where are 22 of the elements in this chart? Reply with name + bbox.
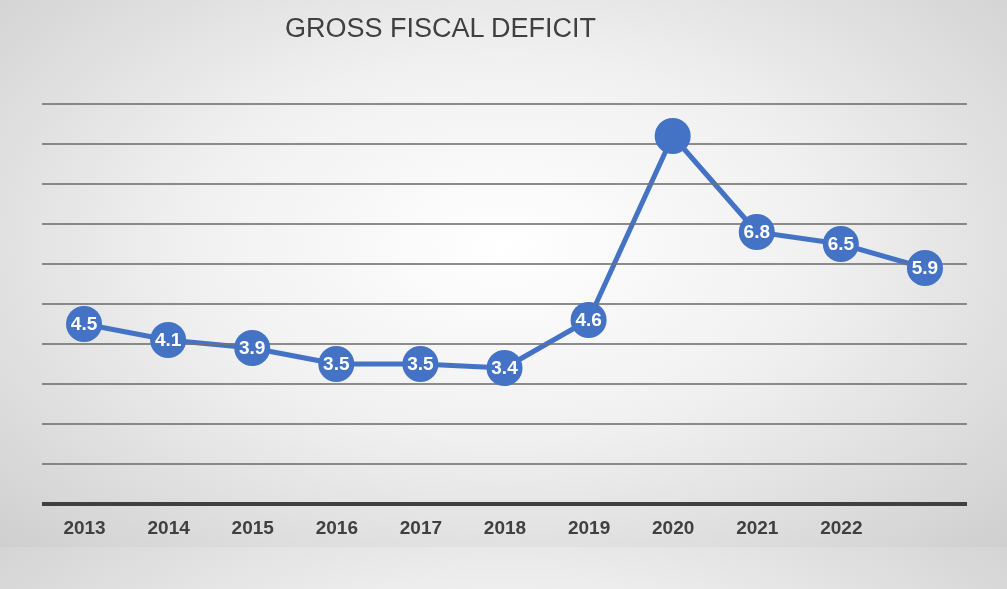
x-tick-label: 2013 bbox=[63, 516, 106, 538]
data-label: 6.5 bbox=[827, 233, 855, 254]
data-label: 4.6 bbox=[575, 309, 602, 330]
data-label: 4.1 bbox=[154, 329, 182, 350]
data-label: 3.9 bbox=[239, 337, 266, 358]
data-label: 6.8 bbox=[743, 221, 770, 242]
x-tick-label: 2022 bbox=[820, 516, 863, 538]
x-tick-label: 2018 bbox=[483, 516, 527, 538]
x-tick-label: 2019 bbox=[567, 516, 611, 538]
data-label: 5.9 bbox=[911, 257, 939, 278]
data-label: 4.5 bbox=[70, 313, 98, 334]
x-tick-label: 2017 bbox=[399, 516, 443, 538]
x-tick-label: 2014 bbox=[147, 516, 191, 538]
x-tick-label: 2020 bbox=[652, 516, 695, 538]
x-tick-label: 2016 bbox=[315, 516, 358, 538]
chart-title: GROSS FISCAL DEFICIT bbox=[285, 13, 597, 43]
data-label: 3.5 bbox=[323, 353, 350, 374]
x-tick-label: 2015 bbox=[231, 516, 275, 538]
data-label: 3.5 bbox=[407, 353, 435, 374]
point bbox=[654, 118, 691, 154]
data-label: 3.4 bbox=[491, 357, 519, 378]
x-tick-label: 2021 bbox=[736, 516, 779, 538]
